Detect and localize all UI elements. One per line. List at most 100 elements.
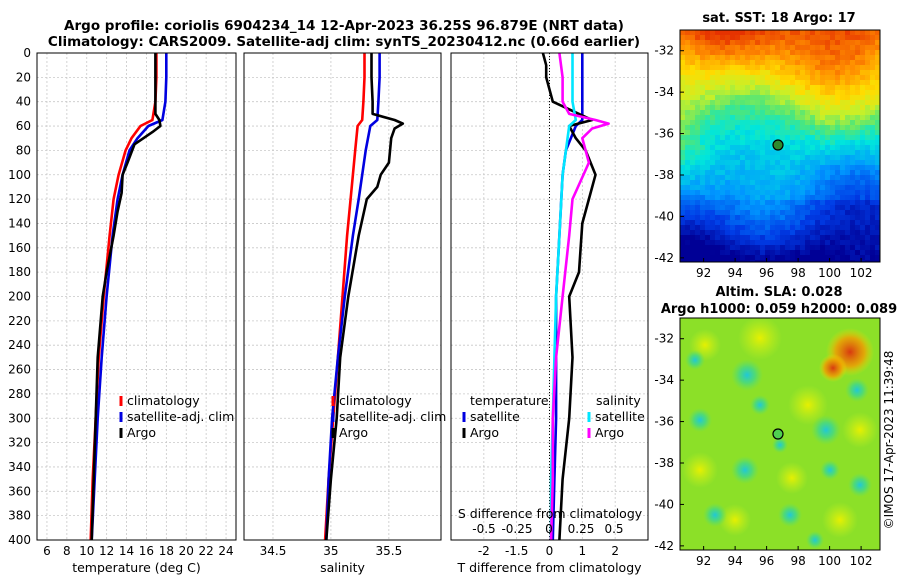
sst-cell: [780, 210, 785, 215]
sst-cell: [680, 110, 685, 115]
sst-cell: [805, 35, 810, 40]
sst-cell: [745, 150, 750, 155]
y-tick-label: 0: [23, 46, 31, 60]
sst-cell: [850, 225, 855, 230]
sst-cell: [720, 255, 725, 260]
sst-cell: [725, 220, 730, 225]
sla-anomaly-blob: [811, 415, 841, 445]
sst-cell: [790, 130, 795, 135]
sst-cell: [760, 115, 765, 120]
sst-cell: [785, 125, 790, 130]
sst-cell: [770, 210, 775, 215]
sst-cell: [775, 245, 780, 250]
sst-cell: [730, 180, 735, 185]
sst-cell: [755, 200, 760, 205]
sst-cell: [705, 90, 710, 95]
sst-cell: [750, 75, 755, 80]
sst-cell: [835, 75, 840, 80]
sst-cell: [710, 145, 715, 150]
sst-cell: [715, 230, 720, 235]
sst-cell: [740, 245, 745, 250]
sst-cell: [870, 175, 875, 180]
sst-cell: [850, 80, 855, 85]
sst-cell: [725, 120, 730, 125]
sst-cell: [810, 190, 815, 195]
sst-cell: [790, 100, 795, 105]
sst-cell: [745, 115, 750, 120]
sst-cell: [785, 155, 790, 160]
sst-cell: [870, 35, 875, 40]
sst-cell: [830, 115, 835, 120]
sst-cell: [745, 35, 750, 40]
sst-cell: [855, 190, 860, 195]
sst-cell: [740, 85, 745, 90]
sst-cell: [765, 100, 770, 105]
sst-cell: [765, 185, 770, 190]
sst-cell: [855, 200, 860, 205]
sst-cell: [725, 40, 730, 45]
sst-cell: [795, 215, 800, 220]
sst-cell: [875, 55, 880, 60]
sst-cell: [740, 70, 745, 75]
sst-cell: [810, 120, 815, 125]
sst-cell: [710, 155, 715, 160]
sst-cell: [750, 165, 755, 170]
sst-cell: [725, 100, 730, 105]
sst-cell: [840, 135, 845, 140]
sst-cell: [825, 110, 830, 115]
sst-cell: [845, 30, 850, 35]
sst-cell: [800, 180, 805, 185]
sst-cell: [835, 210, 840, 215]
sst-cell: [810, 260, 815, 262]
sst-cell: [695, 255, 700, 260]
sst-cell: [850, 45, 855, 50]
sst-cell: [740, 170, 745, 175]
sst-cell: [695, 210, 700, 215]
sst-cell: [805, 45, 810, 50]
sst-cell: [685, 50, 690, 55]
sst-cell: [760, 55, 765, 60]
sst-cell: [835, 45, 840, 50]
sst-cell: [730, 150, 735, 155]
sst-cell: [820, 180, 825, 185]
sst-cell: [750, 45, 755, 50]
sst-cell: [765, 165, 770, 170]
sst-cell: [800, 255, 805, 260]
sst-cell: [855, 70, 860, 75]
sst-cell: [780, 220, 785, 225]
sst-cell: [825, 200, 830, 205]
sst-cell: [760, 175, 765, 180]
sst-cell: [715, 180, 720, 185]
sst-cell: [725, 230, 730, 235]
sst-cell: [680, 30, 685, 35]
sst-cell: [820, 200, 825, 205]
sst-cell: [705, 175, 710, 180]
sst-cell: [865, 110, 870, 115]
sst-cell: [865, 40, 870, 45]
sst-cell: [775, 110, 780, 115]
sst-cell: [730, 50, 735, 55]
sst-cell: [740, 60, 745, 65]
sst-cell: [875, 165, 880, 170]
sst-cell: [780, 85, 785, 90]
sst-cell: [795, 255, 800, 260]
sst-cell: [755, 140, 760, 145]
sst-cell: [765, 140, 770, 145]
sst-cell: [855, 230, 860, 235]
sst-cell: [840, 145, 845, 150]
sst-cell: [700, 250, 705, 255]
sst-cell: [730, 70, 735, 75]
sst-cell: [680, 60, 685, 65]
sst-cell: [780, 200, 785, 205]
sst-cell: [750, 195, 755, 200]
sst-cell: [690, 230, 695, 235]
sst-cell: [875, 200, 880, 205]
sst-cell: [745, 220, 750, 225]
sst-cell: [710, 250, 715, 255]
y-tick-label: 180: [8, 265, 31, 279]
sst-cell: [795, 85, 800, 90]
sst-cell: [820, 150, 825, 155]
sst-cell: [730, 175, 735, 180]
sst-cell: [735, 145, 740, 150]
sst-cell: [695, 80, 700, 85]
